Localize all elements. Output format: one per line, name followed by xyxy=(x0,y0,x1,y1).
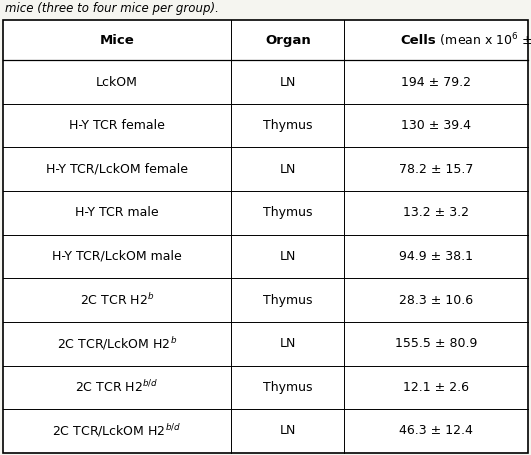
Text: 13.2 ± 3.2: 13.2 ± 3.2 xyxy=(404,207,469,219)
Text: Thymus: Thymus xyxy=(263,381,313,394)
Text: LN: LN xyxy=(280,163,296,176)
Text: 194 ± 79.2: 194 ± 79.2 xyxy=(401,76,472,89)
Text: 78.2 ± 15.7: 78.2 ± 15.7 xyxy=(399,163,474,176)
Text: 155.5 ± 80.9: 155.5 ± 80.9 xyxy=(395,337,477,350)
Text: Mice: Mice xyxy=(100,34,134,47)
Text: LN: LN xyxy=(280,425,296,437)
Text: 46.3 ± 12.4: 46.3 ± 12.4 xyxy=(399,425,473,437)
Text: LN: LN xyxy=(280,250,296,263)
Text: (mean x 10$^6$ ± SD): (mean x 10$^6$ ± SD) xyxy=(436,31,531,49)
Text: Thymus: Thymus xyxy=(263,119,313,132)
Text: Thymus: Thymus xyxy=(263,293,313,307)
Text: Cells: Cells xyxy=(400,34,436,47)
Text: 12.1 ± 2.6: 12.1 ± 2.6 xyxy=(404,381,469,394)
Text: Thymus: Thymus xyxy=(263,207,313,219)
Text: LN: LN xyxy=(280,337,296,350)
Text: mice (three to four mice per group).: mice (three to four mice per group). xyxy=(5,2,219,15)
Text: Organ: Organ xyxy=(265,34,311,47)
Text: 130 ± 39.4: 130 ± 39.4 xyxy=(401,119,472,132)
Text: H-Y TCR female: H-Y TCR female xyxy=(69,119,165,132)
Text: H-Y TCR/LckOM female: H-Y TCR/LckOM female xyxy=(46,163,188,176)
Text: 2C TCR H2$^b$: 2C TCR H2$^b$ xyxy=(80,292,154,308)
Text: LN: LN xyxy=(280,76,296,89)
Text: 2C TCR/LckOM H2$^b$: 2C TCR/LckOM H2$^b$ xyxy=(57,335,177,352)
Text: 2C TCR H2$^{b/d}$: 2C TCR H2$^{b/d}$ xyxy=(75,379,159,395)
Text: LckOM: LckOM xyxy=(96,76,138,89)
Text: 94.9 ± 38.1: 94.9 ± 38.1 xyxy=(399,250,473,263)
Text: 2C TCR/LckOM H2$^{b/d}$: 2C TCR/LckOM H2$^{b/d}$ xyxy=(53,423,182,440)
Text: H-Y TCR male: H-Y TCR male xyxy=(75,207,159,219)
Text: 28.3 ± 10.6: 28.3 ± 10.6 xyxy=(399,293,474,307)
Text: H-Y TCR/LckOM male: H-Y TCR/LckOM male xyxy=(52,250,182,263)
